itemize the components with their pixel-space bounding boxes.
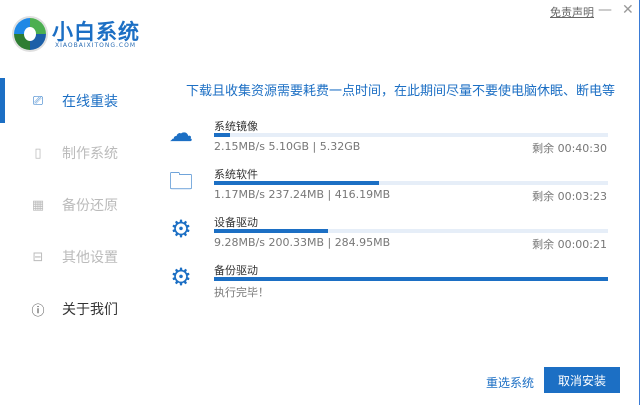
gear-icon: ⚙ <box>170 215 192 243</box>
monitor-icon: ⎚ <box>32 93 44 109</box>
cancel-install-button[interactable]: 取消安装 <box>544 367 620 393</box>
task-stats: 1.17MB/s 237.24MB | 416.19MB <box>214 188 391 201</box>
progress-bar <box>214 133 608 137</box>
progress-fill <box>214 229 329 233</box>
task-stats: 执行完毕！ <box>214 286 269 299</box>
sidebar-item-1[interactable]: ▯ 制作系统 <box>0 131 150 175</box>
progress-fill <box>214 277 608 281</box>
close-button[interactable]: ✕ <box>622 2 634 18</box>
sidebar-item-4[interactable]: ⓘ 关于我们 <box>0 287 150 331</box>
cloud-face-icon: ☁ <box>169 119 193 147</box>
task-name: 系统软件 <box>214 168 258 181</box>
active-indicator <box>0 78 5 123</box>
settings-icon: ⊟ <box>32 249 44 265</box>
task-remaining: 剩余 00:40:30 <box>532 142 607 155</box>
sidebar-item-2[interactable]: ▦ 备份还原 <box>0 183 150 227</box>
progress-fill <box>214 181 380 185</box>
info-icon: ⓘ <box>31 303 45 319</box>
progress-bar <box>214 277 608 281</box>
task-remaining: 剩余 00:03:23 <box>532 190 607 203</box>
brand-name: 小白系统 <box>52 20 140 44</box>
gear-refresh-icon: ⚙ <box>170 263 192 291</box>
sidebar-item-label: 制作系统 <box>62 146 118 162</box>
task-stats: 2.15MB/s 5.10GB | 5.32GB <box>214 140 361 153</box>
notice-text: 下载且收集资源需要耗费一点时间，在此期间尽量不要使电脑休眠、断电等 <box>186 84 616 99</box>
folder-icon: 🗀 <box>169 167 193 195</box>
progress-bar <box>214 229 608 233</box>
logo-icon <box>14 18 46 50</box>
task-name: 系统镜像 <box>214 120 258 133</box>
backup-icon: ▦ <box>31 197 45 213</box>
progress-bar <box>214 181 608 185</box>
usb-icon: ▯ <box>34 145 42 161</box>
brand-domain: XIAOBAIXITONG.COM <box>55 42 136 49</box>
sidebar-item-label: 备份还原 <box>62 198 118 214</box>
task-name: 设备驱动 <box>214 216 258 229</box>
progress-fill <box>214 133 230 137</box>
sidebar-item-label: 在线重装 <box>62 94 118 110</box>
sidebar-item-3[interactable]: ⊟ 其他设置 <box>0 235 150 279</box>
task-name: 备份驱动 <box>214 264 258 277</box>
disclaimer-link[interactable]: 免责声明 <box>550 6 594 19</box>
task-stats: 9.28MB/s 200.33MB | 284.95MB <box>214 236 391 249</box>
sidebar-item-label: 其他设置 <box>62 250 118 266</box>
reselect-system-button[interactable]: 重选系统 <box>486 376 535 390</box>
task-remaining: 剩余 00:00:21 <box>532 238 607 251</box>
minimize-button[interactable]: — <box>598 2 612 18</box>
sidebar-item-0[interactable]: ⎚ 在线重装 <box>0 79 150 123</box>
sidebar-item-label: 关于我们 <box>62 302 118 318</box>
